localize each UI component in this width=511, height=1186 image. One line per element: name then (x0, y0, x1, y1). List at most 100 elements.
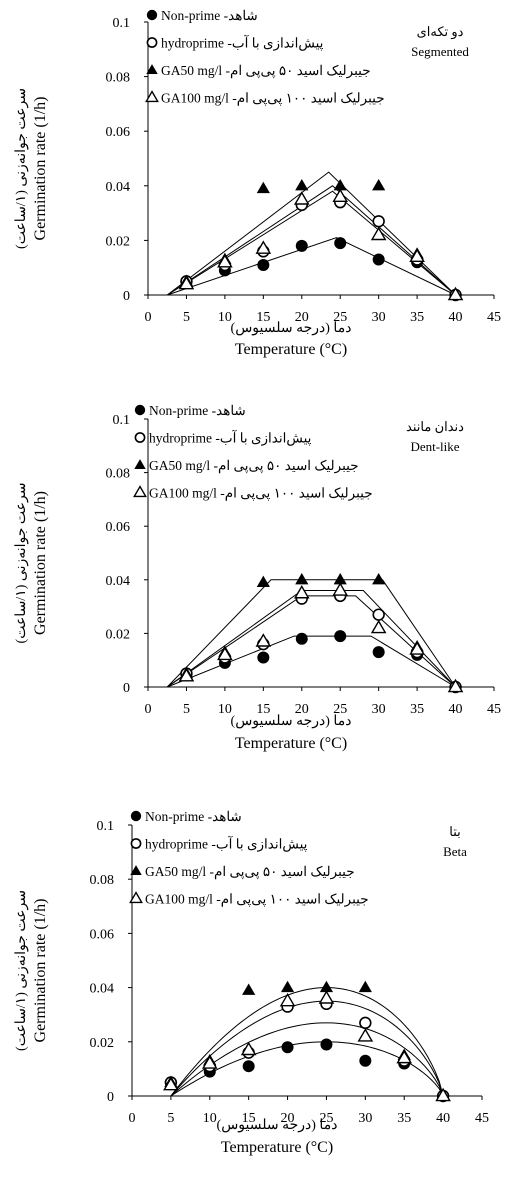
y-tick-label: 0.06 (106, 520, 131, 535)
legend-entry-name-fa: -جیبرلیک اسید ۵۰ پی‌پی ام (206, 864, 354, 880)
y-tick-label: 0.1 (113, 413, 131, 428)
legend-entry: hydroprime -پیش‌اندازی با آب (161, 34, 324, 52)
legend-entry-name-fa: -شاهد (220, 8, 258, 23)
data-point (255, 633, 272, 647)
x-tick-label: 0 (129, 1111, 136, 1126)
data-point (318, 990, 335, 1004)
legend-marker (146, 64, 158, 74)
y-tick-label: 0.06 (90, 927, 115, 942)
data-point (372, 572, 386, 585)
y-tick-label: 0.08 (90, 873, 115, 888)
data-point (281, 1041, 294, 1054)
data-point (409, 248, 425, 263)
data-point (319, 980, 334, 993)
model-annotation-fa: بتا (449, 824, 461, 839)
y-axis-label: Germination rate (1/h) (32, 899, 49, 1043)
legend-marker (130, 865, 142, 875)
legend-entry: GA100 mg/l -جیبرلیک اسید ۱۰۰ پی‌پی ام (149, 486, 373, 502)
legend-marker (129, 891, 143, 904)
legend-entry-name: GA100 mg/l (149, 486, 217, 501)
legend-entry: GA100 mg/l -جیبرلیک اسید ۱۰۰ پی‌پی ام (145, 892, 369, 908)
data-point (201, 1055, 218, 1069)
data-point (358, 980, 372, 993)
data-point (334, 630, 347, 643)
data-point (178, 668, 195, 682)
legend-entry-name-fa: -شاهد (208, 403, 246, 418)
legend-marker (130, 810, 142, 822)
legend-entry: GA50 mg/l -جیبرلیک اسید ۵۰ پی‌پی ام (161, 63, 371, 79)
fit-line (166, 590, 456, 688)
data-point (334, 237, 347, 250)
x-tick-label: 20 (281, 1111, 295, 1126)
y-axis-label: Germination rate (1/h) (32, 97, 49, 241)
chart-panel-dent-like: 0 0.02 0.04 0.06 0.08 0.1 0 5 10 15 20 25 30 35 40 45 دم… (14, 403, 501, 752)
x-tick-label: 30 (372, 702, 386, 717)
x-tick-label: 40 (449, 702, 463, 717)
data-point (242, 983, 256, 995)
legend-entry-name: hydroprime (149, 431, 212, 446)
x-tick-label: 25 (319, 1111, 333, 1126)
data-point (295, 178, 309, 191)
data-point (257, 258, 270, 271)
legend-entry-name: GA100 mg/l (161, 91, 229, 106)
x-tick-label: 20 (295, 702, 309, 717)
fit-line (166, 185, 456, 296)
data-point (372, 178, 386, 191)
data-point (370, 226, 387, 241)
fit-curve (170, 1022, 444, 1097)
x-tick-label: 0 (145, 702, 152, 717)
data-point (279, 992, 296, 1007)
data-point (217, 254, 233, 268)
y-tick-label: 0.08 (106, 467, 131, 482)
data-point (256, 575, 270, 588)
data-point (332, 188, 349, 202)
y-tick-label: 0 (107, 1090, 114, 1105)
legend-entry-name: hydroprime (145, 837, 208, 852)
data-point (332, 582, 349, 596)
x-tick-label: 15 (256, 310, 270, 325)
x-tick-label: 45 (487, 702, 501, 717)
legend-entry: Non-prime -شاهد (161, 8, 258, 23)
y-tick-label: 0.1 (113, 16, 131, 31)
x-tick-label: 40 (436, 1111, 450, 1126)
x-tick-label: 5 (183, 310, 190, 325)
y-tick-label: 0 (123, 681, 130, 696)
legend-entry-name: hydroprime (161, 36, 224, 51)
x-tick-label: 30 (358, 1111, 372, 1126)
y-tick-label: 0.08 (106, 71, 131, 86)
legend-entry-name: Non-prime (145, 809, 204, 824)
legend-entry-name-fa: -پیش‌اندازی با آب (212, 429, 312, 447)
x-tick-label: 10 (218, 310, 232, 325)
legend-entry-name-fa: -جیبرلیک اسید ۱۰۰ پی‌پی ام (229, 91, 385, 107)
legend-marker (134, 432, 146, 443)
fit-line (166, 595, 456, 688)
data-point (295, 632, 308, 645)
data-point (240, 1041, 257, 1056)
data-point (372, 646, 385, 659)
data-point (242, 1060, 255, 1073)
x-tick-label: 35 (410, 310, 424, 325)
legend-marker (134, 459, 146, 469)
legend-entry-name-fa: -جیبرلیک اسید ۱۰۰ پی‌پی ام (217, 486, 373, 502)
legend: Non-prime -شاهد hydroprime -پیش‌اندازی با… (129, 809, 369, 908)
legend-entry-name: Non-prime (161, 8, 220, 23)
x-tick-label: 5 (183, 702, 190, 717)
x-tick-label: 45 (475, 1111, 489, 1126)
model-annotation-fa: دندان مانند (406, 419, 464, 434)
data-point (257, 651, 270, 664)
fit-curve (170, 987, 444, 1097)
x-tick-label: 30 (372, 310, 386, 325)
data-point (255, 240, 272, 254)
x-tick-label: 15 (256, 702, 270, 717)
data-point (293, 584, 310, 599)
data-point (333, 178, 347, 191)
legend-entry-name: Non-prime (149, 403, 208, 418)
y-tick-label: 0.06 (106, 125, 131, 140)
chart-panel-beta: 0 0.02 0.04 0.06 0.08 0.1 0 5 10 15 20 25 30 35 40 45 دم… (14, 809, 489, 1156)
legend-entry-name: GA50 mg/l (145, 864, 206, 879)
y-axis-label-fa: سرعت جوانه‌زنی (۱/ساعت) (14, 483, 29, 644)
legend-marker (145, 90, 159, 103)
model-annotation: Dent-like (410, 439, 459, 454)
data-point (435, 1087, 451, 1102)
legend-entry: GA50 mg/l -جیبرلیک اسید ۵۰ پی‌پی ام (145, 864, 355, 880)
